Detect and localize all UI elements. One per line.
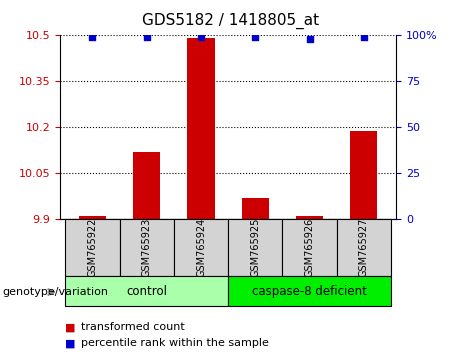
Point — [197, 34, 205, 40]
FancyBboxPatch shape — [228, 276, 391, 306]
Text: percentile rank within the sample: percentile rank within the sample — [81, 338, 269, 348]
Text: transformed count: transformed count — [81, 322, 184, 332]
Text: GSM765924: GSM765924 — [196, 218, 206, 278]
Bar — [242, 198, 269, 219]
Text: GSM765925: GSM765925 — [250, 218, 260, 278]
Bar — [133, 152, 160, 219]
Text: GSM765927: GSM765927 — [359, 218, 369, 278]
Text: GSM765923: GSM765923 — [142, 218, 152, 278]
Point — [143, 34, 150, 40]
Bar — [350, 131, 378, 219]
FancyBboxPatch shape — [283, 219, 337, 276]
Text: caspase-8 deficient: caspase-8 deficient — [252, 285, 367, 298]
Bar — [296, 216, 323, 219]
Text: ■: ■ — [65, 322, 75, 332]
Bar — [188, 39, 215, 219]
Bar — [79, 216, 106, 219]
Text: GSM765922: GSM765922 — [88, 218, 97, 278]
Text: genotype/variation: genotype/variation — [2, 287, 108, 297]
FancyBboxPatch shape — [65, 276, 228, 306]
Point — [360, 34, 367, 40]
FancyBboxPatch shape — [174, 219, 228, 276]
Text: GSM765926: GSM765926 — [305, 218, 314, 278]
FancyBboxPatch shape — [65, 219, 120, 276]
FancyBboxPatch shape — [228, 219, 283, 276]
Point — [89, 34, 96, 40]
FancyBboxPatch shape — [120, 219, 174, 276]
FancyBboxPatch shape — [337, 219, 391, 276]
Text: control: control — [126, 285, 167, 298]
Text: GDS5182 / 1418805_at: GDS5182 / 1418805_at — [142, 12, 319, 29]
Text: ■: ■ — [65, 338, 75, 348]
Point — [306, 36, 313, 42]
Point — [252, 34, 259, 40]
